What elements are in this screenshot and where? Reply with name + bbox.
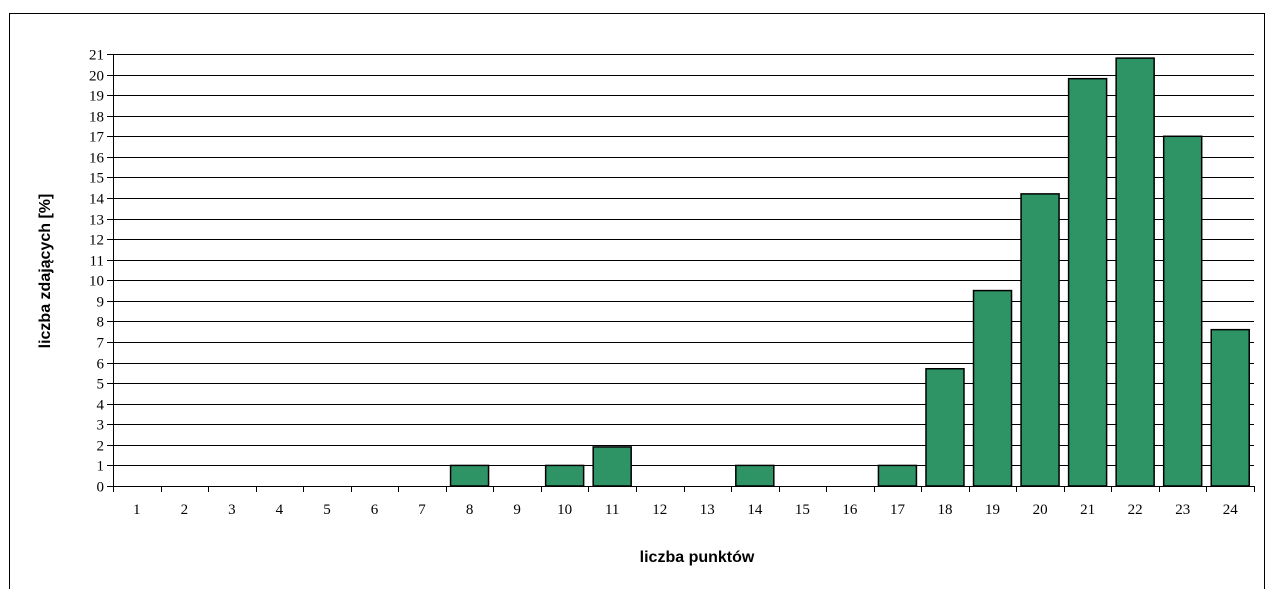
- x-tick-label: 12: [652, 502, 667, 518]
- x-tick-label: 23: [1175, 502, 1190, 518]
- bar-24: [1210, 328, 1250, 487]
- bar-10: [544, 464, 585, 487]
- y-tick-label: 4: [97, 398, 105, 414]
- y-tick-label: 19: [89, 89, 104, 105]
- y-tick-label: 7: [97, 336, 105, 352]
- bar-21: [1067, 77, 1108, 487]
- x-tick-label: 22: [1128, 502, 1143, 518]
- y-tick-label: 21: [89, 48, 104, 64]
- y-tick-label: 6: [97, 357, 105, 373]
- x-tick-label: 20: [1033, 502, 1048, 518]
- x-tick-label: 2: [181, 502, 189, 518]
- x-tick-label: 11: [605, 502, 619, 518]
- axes: [107, 54, 1255, 492]
- x-tick-label: 7: [418, 502, 426, 518]
- bar-18: [925, 367, 965, 487]
- bars: [449, 57, 1250, 487]
- y-tick-label: 2: [97, 439, 105, 455]
- x-tick-label: 6: [371, 502, 379, 518]
- x-tick-label: 3: [228, 502, 236, 518]
- bar-14: [735, 464, 775, 487]
- y-tick-label: 12: [89, 233, 104, 249]
- x-tick-label: 1: [133, 502, 141, 518]
- gridlines: [113, 54, 1254, 466]
- x-tick-label: 15: [795, 502, 810, 518]
- bar-20: [1020, 193, 1060, 487]
- x-tick-label: 5: [323, 502, 331, 518]
- y-tick-label: 11: [90, 254, 104, 270]
- bar-8: [449, 464, 490, 487]
- y-tick-label: 18: [89, 110, 104, 126]
- x-tick-label: 21: [1080, 502, 1095, 518]
- bar-11: [592, 446, 632, 487]
- y-tick-label: 0: [97, 480, 105, 496]
- y-tick-label: 10: [89, 274, 104, 290]
- y-tick-label: 14: [89, 192, 105, 208]
- y-tick-label: 15: [89, 171, 104, 187]
- x-tick-label: 4: [276, 502, 284, 518]
- bar-23: [1162, 135, 1203, 487]
- y-tick-label: 20: [89, 69, 104, 85]
- x-tick-label: 19: [985, 502, 1000, 518]
- x-tick-label: 10: [557, 502, 572, 518]
- x-axis-title: liczba punktów: [640, 549, 755, 566]
- y-axis-title: liczba zdających [%]: [37, 194, 54, 349]
- x-tick-label: 18: [937, 502, 952, 518]
- x-tick-label: 16: [842, 502, 858, 518]
- x-tick-label: 24: [1223, 502, 1239, 518]
- bar-19: [972, 289, 1013, 487]
- x-tick-label: 14: [747, 502, 763, 518]
- x-tick-label: 13: [700, 502, 715, 518]
- x-tick-label: 9: [513, 502, 521, 518]
- y-tick-label: 8: [97, 315, 105, 331]
- y-tick-label: 13: [89, 213, 104, 229]
- x-tick-label: 17: [890, 502, 906, 518]
- bar-22: [1115, 57, 1155, 487]
- bar-17: [877, 464, 918, 487]
- x-tick-labels: 1 2 3 4 5 6 7 8 9 10 11 12 13 14 15 16 17 18 19 20 21 22 23 24: [133, 502, 1238, 518]
- x-tick-label: 8: [466, 502, 474, 518]
- y-tick-label: 5: [97, 377, 105, 393]
- y-tick-label: 9: [97, 295, 105, 311]
- y-tick-label: 16: [89, 151, 105, 167]
- y-tick-label: 1: [97, 459, 105, 475]
- y-tick-label: 17: [89, 130, 105, 146]
- y-tick-label: 3: [97, 418, 105, 434]
